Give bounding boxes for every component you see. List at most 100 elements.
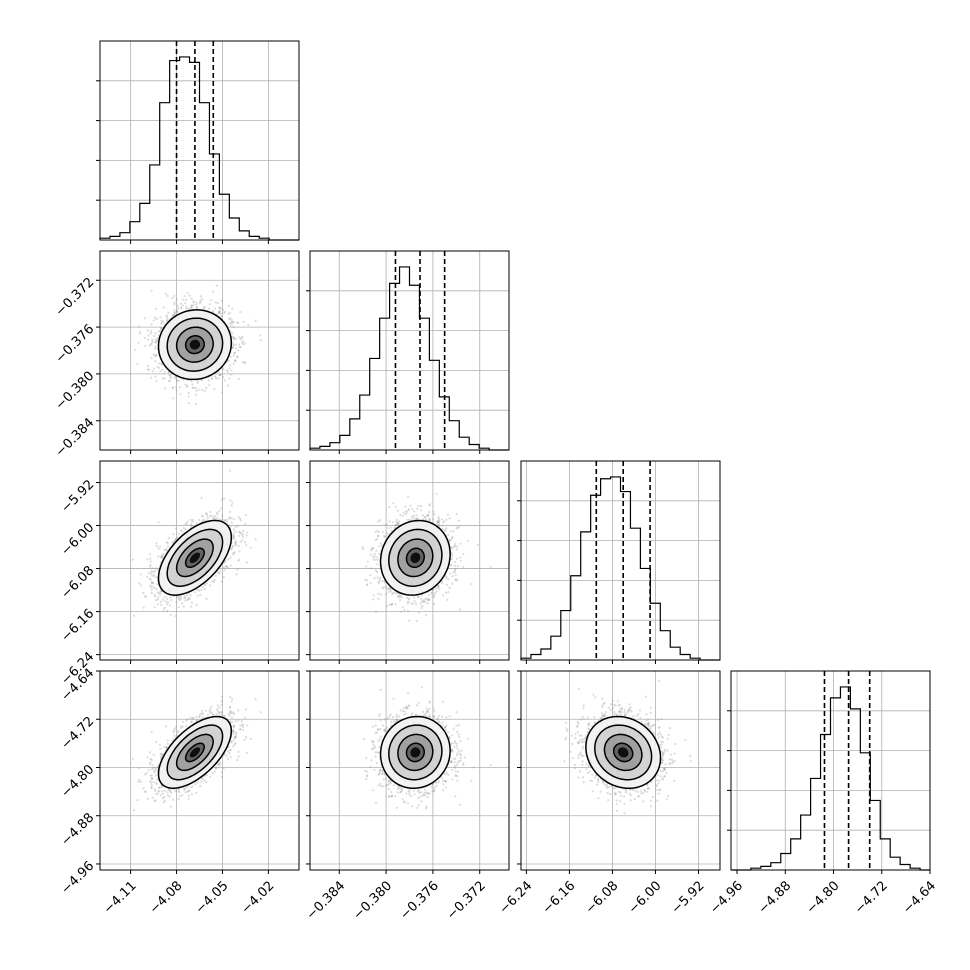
sample-point (392, 521, 395, 524)
sample-point (190, 380, 193, 383)
sample-point (195, 522, 198, 525)
sample-point (149, 578, 152, 581)
sample-point (147, 368, 151, 371)
sample-point (144, 595, 147, 599)
sample-point (190, 304, 193, 307)
sample-point (150, 376, 153, 379)
sample-point (218, 311, 221, 314)
sample-point (237, 321, 240, 325)
sample-point (234, 530, 237, 533)
sample-point (229, 556, 232, 560)
sample-point (154, 331, 157, 335)
sample-point (242, 343, 245, 346)
sample-point (145, 575, 148, 578)
sample-point (228, 377, 231, 380)
sample-point (137, 341, 140, 344)
sample-point (208, 303, 211, 306)
histogram-step (731, 686, 930, 871)
sample-point (153, 587, 156, 590)
sample-point (232, 343, 235, 346)
sample-point (239, 310, 242, 314)
sample-point (166, 294, 169, 297)
sample-point (186, 291, 189, 295)
sample-point (155, 542, 158, 545)
sample-point (157, 547, 160, 550)
sample-point (239, 345, 242, 349)
sample-point (186, 520, 189, 523)
sample-point (237, 349, 240, 352)
sample-point (196, 594, 199, 597)
sample-point (402, 511, 405, 514)
sample-point (199, 301, 202, 304)
sample-point (229, 317, 232, 320)
sample-point (218, 572, 221, 575)
sample-point (238, 336, 241, 339)
sample-point (175, 601, 178, 604)
sample-point (157, 334, 160, 337)
sample-point (232, 362, 235, 365)
sample-point (455, 548, 458, 551)
sample-point (365, 565, 368, 568)
sample-point (200, 588, 203, 591)
sample-point (165, 319, 169, 322)
sample-point (232, 326, 235, 329)
sample-point (169, 375, 172, 378)
sample-point (232, 354, 235, 357)
sample-point (241, 340, 245, 343)
sample-point (183, 295, 186, 298)
sample-point (407, 509, 410, 512)
sample-point (159, 326, 163, 329)
sample-point (220, 507, 223, 510)
sample-point (227, 359, 230, 362)
sample-point (211, 377, 214, 381)
y-tick-label: −0.376 (53, 322, 98, 367)
sample-point (187, 395, 190, 398)
sample-point (172, 397, 175, 400)
sample-point (254, 319, 257, 322)
sample-point (227, 384, 230, 387)
sample-point (172, 313, 176, 316)
sample-point (155, 588, 158, 591)
sample-point (201, 389, 204, 392)
sample-point (179, 393, 182, 396)
sample-point (218, 311, 221, 315)
sample-point (249, 546, 252, 549)
sample-point (169, 377, 172, 380)
sample-point (208, 515, 212, 518)
sample-point (206, 514, 209, 517)
sample-point (156, 603, 160, 606)
sample-point (204, 583, 207, 587)
sample-point (196, 381, 199, 385)
sample-point (160, 362, 163, 366)
sample-point (171, 386, 175, 389)
sample-point (231, 307, 234, 310)
sample-point (155, 317, 158, 320)
sample-point (187, 391, 190, 395)
sample-point (231, 341, 234, 344)
sample-point (160, 363, 163, 366)
sample-point (195, 301, 198, 304)
sample-point (216, 513, 219, 516)
x-tick-label: −4.80 (804, 878, 843, 917)
sample-point (232, 518, 235, 521)
sample-point (151, 567, 154, 570)
sample-point (214, 376, 218, 379)
sample-point (189, 594, 192, 597)
contour-line (166, 317, 224, 372)
sample-point (163, 596, 166, 599)
sample-point (241, 360, 244, 364)
sample-point (217, 572, 220, 575)
sample-point (229, 312, 232, 315)
sample-point (191, 519, 194, 522)
sample-point (174, 377, 177, 380)
hist-panel-2 (517, 460, 721, 664)
sample-point (216, 511, 219, 514)
sample-point (151, 340, 154, 343)
sample-point (134, 348, 137, 351)
sample-point (152, 353, 155, 356)
sample-point (232, 344, 235, 347)
sample-point (243, 361, 246, 364)
sample-point (160, 603, 163, 606)
sample-point (203, 519, 206, 522)
